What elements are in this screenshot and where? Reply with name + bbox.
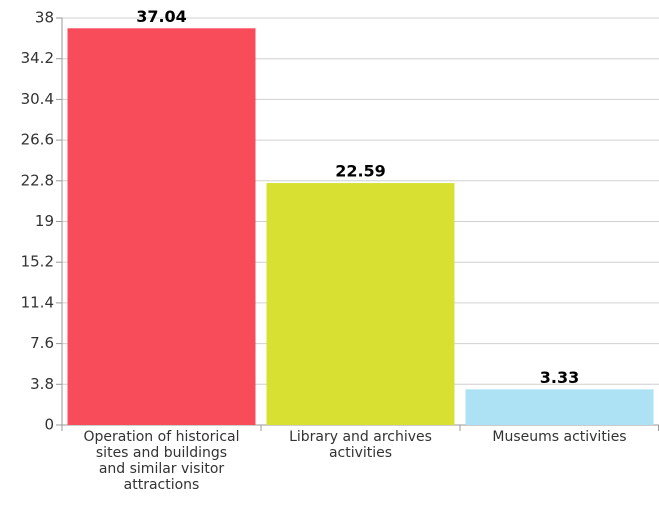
bar	[67, 28, 256, 425]
y-tick-label: 34.2	[21, 49, 54, 67]
bar	[465, 389, 654, 425]
x-tick-label: Museums activities	[492, 429, 627, 445]
x-tick-label: Library and archives activities	[289, 429, 432, 461]
y-tick-label: 19	[35, 212, 54, 230]
value-label: 37.04	[136, 7, 187, 26]
x-tick-label: Operation of historical sites and buildi…	[83, 429, 240, 493]
y-tick-label: 11.4	[21, 293, 54, 311]
y-tick-label: 3.8	[30, 375, 54, 393]
y-tick-label: 7.6	[30, 334, 54, 352]
bar	[266, 183, 455, 425]
y-tick-label: 15.2	[21, 253, 54, 271]
value-label: 22.59	[335, 162, 386, 181]
y-tick-label: 26.6	[21, 131, 54, 149]
y-tick-label: 38	[35, 9, 54, 27]
y-tick-label: 0	[44, 416, 54, 434]
y-tick-label: 22.8	[21, 171, 54, 189]
value-label: 3.33	[540, 368, 579, 387]
y-tick-label: 30.4	[21, 90, 54, 108]
